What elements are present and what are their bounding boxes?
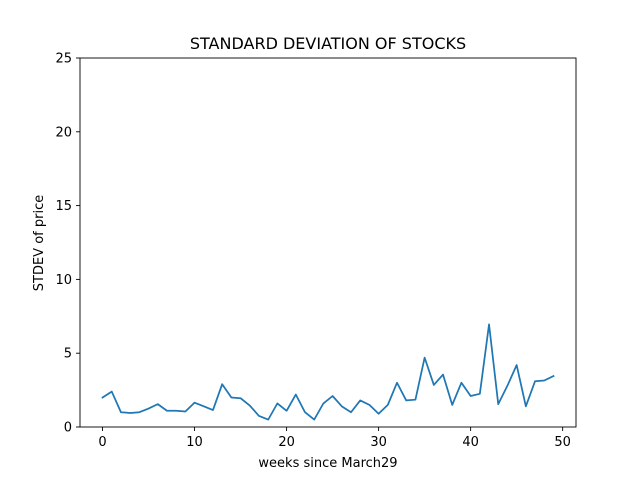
x-tick-label: 20 — [278, 435, 295, 450]
x-axis-title: weeks since March29 — [258, 456, 397, 471]
y-tick-label: 5 — [64, 347, 72, 362]
x-tick-label: 0 — [98, 435, 106, 450]
y-tick-label: 25 — [55, 52, 72, 67]
plot-frame — [79, 57, 577, 428]
y-tick-label: 15 — [55, 199, 72, 214]
chart-title: STANDARD DEVIATION OF STOCKS — [190, 34, 466, 53]
x-tick-label: 10 — [186, 435, 203, 450]
series-line-0 — [101, 323, 555, 421]
y-tick-label: 0 — [64, 421, 72, 436]
x-tick-label: 40 — [462, 435, 479, 450]
x-tick-label: 50 — [554, 435, 571, 450]
y-tick-label: 10 — [55, 273, 72, 288]
plot-area: 0 10 20 30 40 50 0 5 10 15 20 25 — [55, 52, 577, 450]
y-axis-title: STDEV of price — [32, 195, 47, 291]
x-tick-label: 30 — [370, 435, 387, 450]
y-tick-label: 20 — [55, 125, 72, 140]
